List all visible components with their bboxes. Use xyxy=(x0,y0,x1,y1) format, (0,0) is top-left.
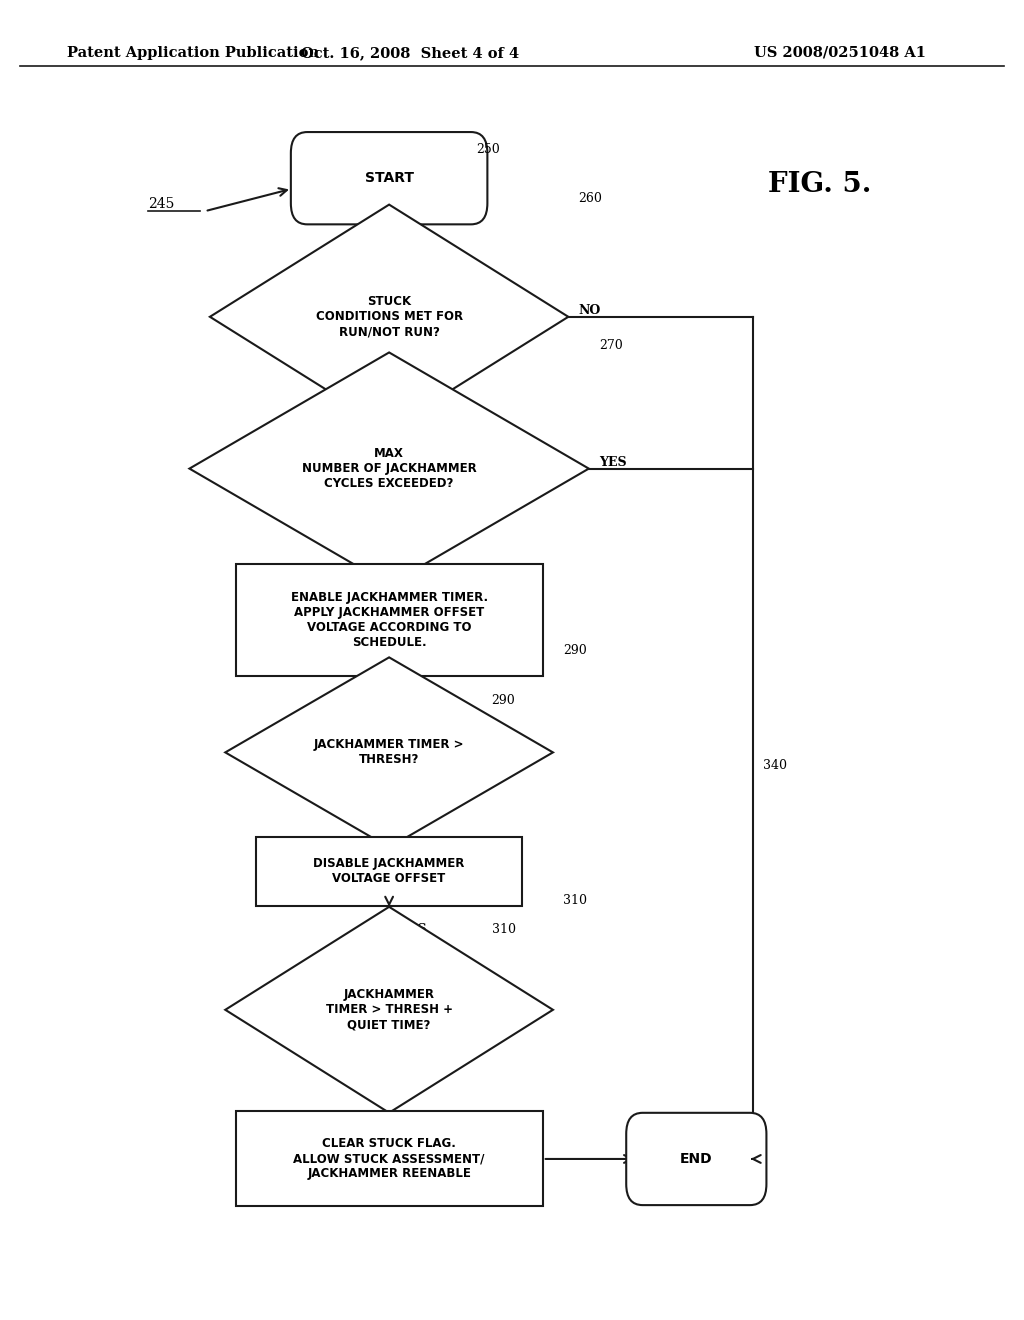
Text: MAX
NUMBER OF JACKHAMMER
CYCLES EXCEEDED?: MAX NUMBER OF JACKHAMMER CYCLES EXCEEDED… xyxy=(302,447,476,490)
Polygon shape xyxy=(225,657,553,847)
Text: 310: 310 xyxy=(492,923,515,936)
FancyBboxPatch shape xyxy=(291,132,487,224)
Text: 270: 270 xyxy=(599,339,623,352)
Text: NO: NO xyxy=(579,304,601,317)
Text: JACKHAMMER
TIMER > THRESH +
QUIET TIME?: JACKHAMMER TIMER > THRESH + QUIET TIME? xyxy=(326,989,453,1031)
Text: 290: 290 xyxy=(563,644,587,657)
Bar xyxy=(256,837,522,906)
Text: 320: 320 xyxy=(492,1130,515,1143)
Text: US 2008/0251048 A1: US 2008/0251048 A1 xyxy=(754,46,926,59)
Text: 250: 250 xyxy=(476,143,500,156)
Text: ENABLE JACKHAMMER TIMER.
APPLY JACKHAMMER OFFSET
VOLTAGE ACCORDING TO
SCHEDULE.: ENABLE JACKHAMMER TIMER. APPLY JACKHAMME… xyxy=(291,591,487,649)
Text: 310: 310 xyxy=(563,894,587,907)
Polygon shape xyxy=(189,352,589,585)
Polygon shape xyxy=(210,205,568,429)
Text: 290: 290 xyxy=(492,694,515,706)
Text: YES: YES xyxy=(399,923,427,936)
Text: YES: YES xyxy=(599,455,627,469)
Text: START: START xyxy=(365,172,414,185)
Text: FIG. 5.: FIG. 5. xyxy=(768,172,870,198)
Text: 260: 260 xyxy=(579,191,602,205)
Text: JACKHAMMER TIMER >
THRESH?: JACKHAMMER TIMER > THRESH? xyxy=(314,738,464,767)
Polygon shape xyxy=(225,907,553,1113)
Text: DISABLE JACKHAMMER
VOLTAGE OFFSET: DISABLE JACKHAMMER VOLTAGE OFFSET xyxy=(313,857,465,886)
Text: 280: 280 xyxy=(492,602,515,615)
Text: Patent Application Publication: Patent Application Publication xyxy=(67,46,318,59)
Text: YES: YES xyxy=(399,865,427,878)
Text: Oct. 16, 2008  Sheet 4 of 4: Oct. 16, 2008 Sheet 4 of 4 xyxy=(300,46,519,59)
Text: YES: YES xyxy=(399,694,427,706)
Text: YES: YES xyxy=(399,1130,427,1143)
Text: YES: YES xyxy=(399,446,427,459)
Bar xyxy=(236,1111,543,1206)
Text: 300: 300 xyxy=(492,865,515,878)
FancyBboxPatch shape xyxy=(627,1113,766,1205)
Text: END: END xyxy=(680,1152,713,1166)
Text: 340: 340 xyxy=(763,759,786,772)
Text: CLEAR STUCK FLAG.
ALLOW STUCK ASSESSMENT/
JACKHAMMER REENABLE: CLEAR STUCK FLAG. ALLOW STUCK ASSESSMENT… xyxy=(294,1138,484,1180)
Text: NO: NO xyxy=(399,602,422,615)
Text: STUCK
CONDITIONS MET FOR
RUN/NOT RUN?: STUCK CONDITIONS MET FOR RUN/NOT RUN? xyxy=(315,296,463,338)
Bar xyxy=(236,565,543,676)
Text: 245: 245 xyxy=(148,197,175,211)
